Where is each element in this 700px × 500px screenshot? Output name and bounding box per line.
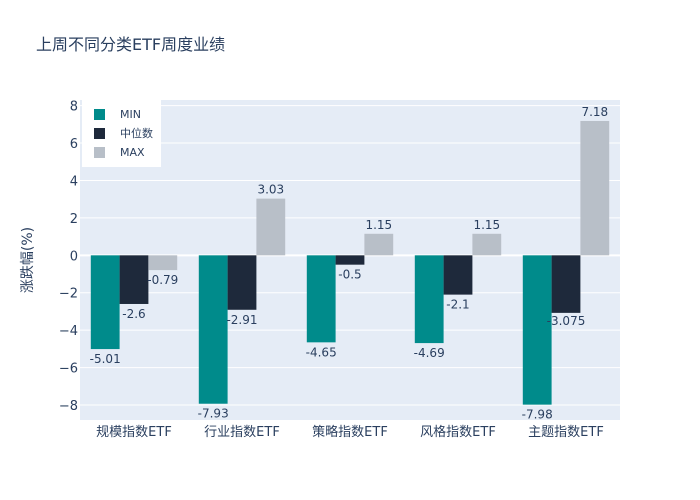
bar[interactable] <box>335 255 365 265</box>
bar[interactable] <box>148 255 178 271</box>
y-tick-label: −2 <box>59 287 78 302</box>
legend-swatch <box>94 147 105 158</box>
bar[interactable] <box>414 255 444 344</box>
bar[interactable] <box>256 198 286 256</box>
data-label: 1.15 <box>473 218 500 232</box>
chart-title: 上周不同分类ETF周度业绩 <box>36 35 225 54</box>
bar[interactable] <box>198 255 228 404</box>
y-tick-label: −8 <box>59 399 78 414</box>
y-tick-label: −6 <box>59 362 78 377</box>
y-tick-label: 4 <box>70 174 78 189</box>
bar[interactable] <box>580 120 610 256</box>
data-label: -2.91 <box>226 313 257 327</box>
x-tick-label: 主题指数ETF <box>528 425 604 440</box>
data-label: -2.6 <box>122 307 145 321</box>
x-tick-label: 规模指数ETF <box>96 425 172 440</box>
legend-swatch <box>94 128 105 139</box>
data-label: -2.1 <box>446 298 469 312</box>
data-label: -5.01 <box>90 352 121 366</box>
bars <box>90 120 610 405</box>
bar[interactable] <box>90 255 120 350</box>
data-label: -4.65 <box>306 345 337 359</box>
y-tick-label: −4 <box>59 324 78 339</box>
data-label: -0.79 <box>147 273 178 287</box>
data-label: -0.5 <box>338 268 361 282</box>
legend-swatch <box>94 109 105 120</box>
y-tick-label: 6 <box>70 137 78 152</box>
x-tick-label: 行业指数ETF <box>204 425 280 440</box>
x-tick-label: 风格指数ETF <box>420 424 496 440</box>
data-label: -7.98 <box>522 408 553 422</box>
bar[interactable] <box>227 255 257 310</box>
data-label: 7.18 <box>581 105 608 119</box>
legend-item-label[interactable]: 中位数 <box>120 126 153 140</box>
y-tick-label: 8 <box>70 100 78 115</box>
bar[interactable] <box>472 233 502 256</box>
y-axis-label: 涨跌幅(%) <box>20 227 36 293</box>
bar[interactable] <box>306 255 336 343</box>
data-label: -3.075 <box>547 314 586 328</box>
data-labels: -5.01 -2.6 -0.79 -7.93 -2.91 3.03 -4.65 -0.5 1.1… <box>90 105 608 422</box>
y-axis-ticks: 8 6 4 2 0 −2 −4 −6 −8 <box>59 100 78 414</box>
legend-item-label[interactable]: MAX <box>120 146 145 159</box>
x-tick-label: 策略指数ETF <box>312 424 388 440</box>
legend-item-label[interactable]: MIN <box>120 108 141 121</box>
data-label: -4.69 <box>414 346 445 360</box>
data-label: 1.15 <box>365 218 392 232</box>
data-label: 3.03 <box>257 183 284 197</box>
data-label: -7.93 <box>198 407 229 421</box>
y-tick-label: 0 <box>70 249 78 264</box>
bar[interactable] <box>119 255 149 304</box>
bar[interactable] <box>364 233 394 256</box>
legend[interactable]: MIN 中位数 MAX <box>82 100 161 167</box>
bar[interactable] <box>551 255 581 313</box>
y-tick-label: 2 <box>70 212 78 227</box>
bar[interactable] <box>443 255 473 295</box>
bar[interactable] <box>522 255 552 405</box>
x-axis-ticks: 规模指数ETF 行业指数ETF 策略指数ETF 风格指数ETF 主题指数ETF <box>96 424 604 440</box>
